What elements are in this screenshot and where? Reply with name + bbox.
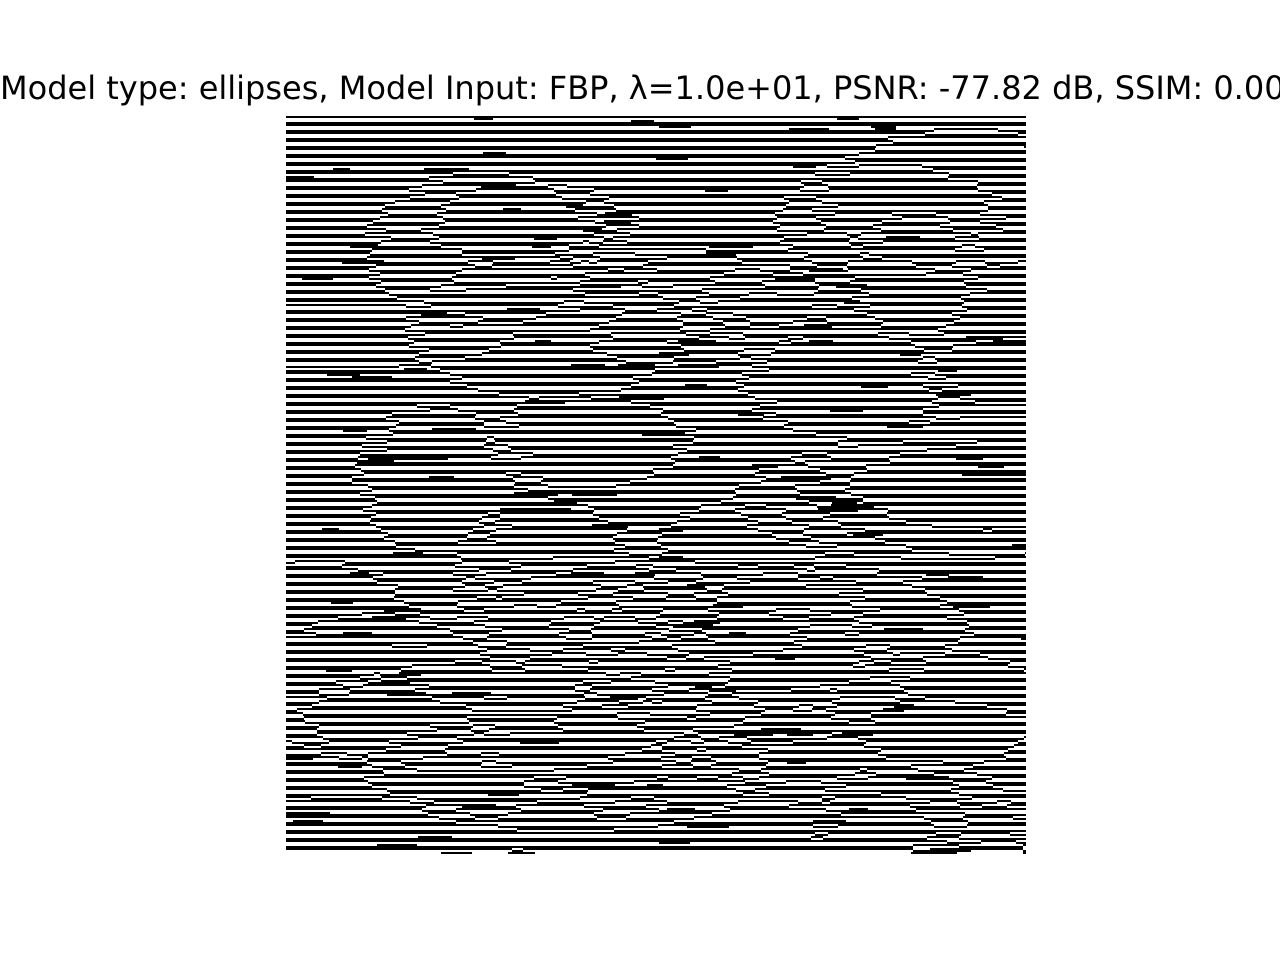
reconstruction-canvas (286, 116, 1026, 854)
reconstruction-image (286, 116, 1026, 854)
figure-title: Model type: ellipses, Model Input: FBP, … (0, 69, 1280, 107)
